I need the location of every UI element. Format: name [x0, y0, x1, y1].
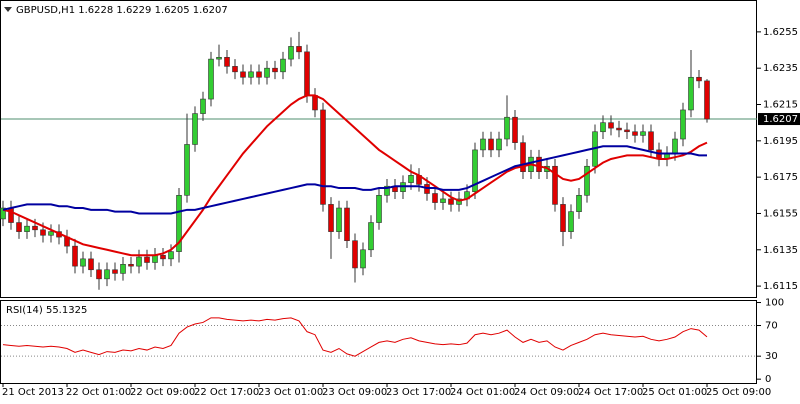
candle-body: [169, 252, 174, 259]
candle-body: [361, 250, 366, 268]
candle-body: [153, 255, 158, 262]
candle-body: [241, 72, 246, 77]
candle-body: [649, 132, 654, 150]
x-tick-label: 22 Oct 17:00: [194, 387, 259, 398]
candle-body: [353, 241, 358, 268]
candle-body: [321, 110, 326, 204]
candle-body: [449, 199, 454, 204]
x-tick-label: 24 Oct 09:00: [514, 387, 579, 398]
candle-body: [209, 59, 214, 99]
x-tick-label: 24 Oct 01:00: [450, 387, 515, 398]
candle-body: [705, 81, 710, 119]
candle-body: [297, 46, 302, 51]
x-tick-label: 22 Oct 01:00: [66, 387, 131, 398]
candle-body: [441, 199, 446, 203]
candle-body: [273, 68, 278, 72]
candle-body: [481, 139, 486, 150]
candle-body: [265, 68, 270, 77]
rsi-title: RSI(14) 55.1325: [6, 305, 87, 316]
candle-body: [289, 46, 294, 59]
y-tick-label: 1.6255: [763, 27, 798, 38]
candle-body: [617, 128, 622, 130]
candle-body: [561, 204, 566, 231]
candle-body: [433, 193, 438, 202]
x-tick-label: 23 Oct 01:00: [258, 387, 323, 398]
candle-body: [641, 132, 646, 136]
x-tick-label: 23 Oct 17:00: [386, 387, 451, 398]
candle-body: [697, 77, 702, 81]
candle-body: [257, 72, 262, 77]
x-tick-label: 25 Oct 01:00: [642, 387, 707, 398]
candle-body: [73, 246, 78, 266]
candle-body: [329, 204, 334, 231]
candle-body: [25, 226, 30, 231]
candle-body: [369, 223, 374, 250]
candle-body: [185, 144, 190, 195]
candle-body: [41, 230, 46, 235]
candle-body: [601, 123, 606, 132]
candle-body: [513, 117, 518, 142]
chart-title: GBPUSD,H1 1.6228 1.6229 1.6205 1.6207: [16, 5, 228, 16]
candle-body: [97, 270, 102, 279]
candle-body: [489, 139, 494, 150]
y-tick-label: 1.6135: [763, 245, 798, 256]
candle-body: [161, 255, 166, 259]
candle-body: [409, 175, 414, 182]
candle-body: [681, 110, 686, 139]
y-tick-label: 1.6115: [763, 281, 798, 292]
candle-body: [105, 270, 110, 279]
x-tick-label: 24 Oct 17:00: [578, 387, 643, 398]
candle-body: [625, 130, 630, 132]
y-tick-label: 1.6235: [763, 63, 798, 74]
candle-body: [345, 208, 350, 241]
candle-body: [49, 232, 54, 236]
candle-body: [89, 259, 94, 270]
candle-body: [249, 72, 254, 77]
candle-body: [689, 77, 694, 110]
y-tick-label: 1.6175: [763, 172, 798, 183]
candle-body: [33, 226, 38, 230]
candle-body: [9, 208, 14, 223]
candle-body: [17, 223, 22, 232]
candle-body: [193, 114, 198, 145]
x-tick-label: 23 Oct 09:00: [322, 387, 387, 398]
candle-body: [337, 208, 342, 232]
candle-body: [505, 117, 510, 139]
candle-body: [497, 139, 502, 150]
y-tick-label: 1.6215: [763, 100, 798, 111]
candle-body: [585, 166, 590, 195]
candle-body: [129, 264, 134, 266]
candle-body: [633, 132, 638, 136]
candle-body: [609, 123, 614, 128]
y-tick-label: 1.6155: [763, 208, 798, 219]
candle-body: [121, 264, 126, 273]
candle-body: [233, 66, 238, 71]
candle-body: [673, 139, 678, 154]
candle-body: [201, 99, 206, 114]
x-tick-label: 21 Oct 2013: [2, 387, 64, 398]
candle-body: [81, 259, 86, 266]
candle-body: [313, 95, 318, 110]
candle-body: [377, 195, 382, 222]
y-tick-label: 30: [765, 351, 778, 362]
y-tick-label: 1.6195: [763, 136, 798, 147]
candle-body: [113, 270, 118, 274]
candle-body: [537, 157, 542, 172]
candle-body: [569, 212, 574, 232]
candle-body: [137, 257, 142, 266]
x-tick-label: 25 Oct 09:00: [706, 387, 771, 398]
candle-body: [217, 57, 222, 59]
y-tick-label: 100: [765, 298, 784, 309]
candle-body: [305, 52, 310, 96]
candle-body: [225, 57, 230, 66]
y-tick-label: 0: [765, 374, 771, 385]
candle-body: [145, 257, 150, 262]
last-price-label: 1.6207: [763, 114, 798, 125]
x-tick-label: 22 Oct 09:00: [130, 387, 195, 398]
y-tick-label: 70: [765, 321, 778, 332]
candle-body: [577, 195, 582, 211]
candle-body: [281, 59, 286, 72]
